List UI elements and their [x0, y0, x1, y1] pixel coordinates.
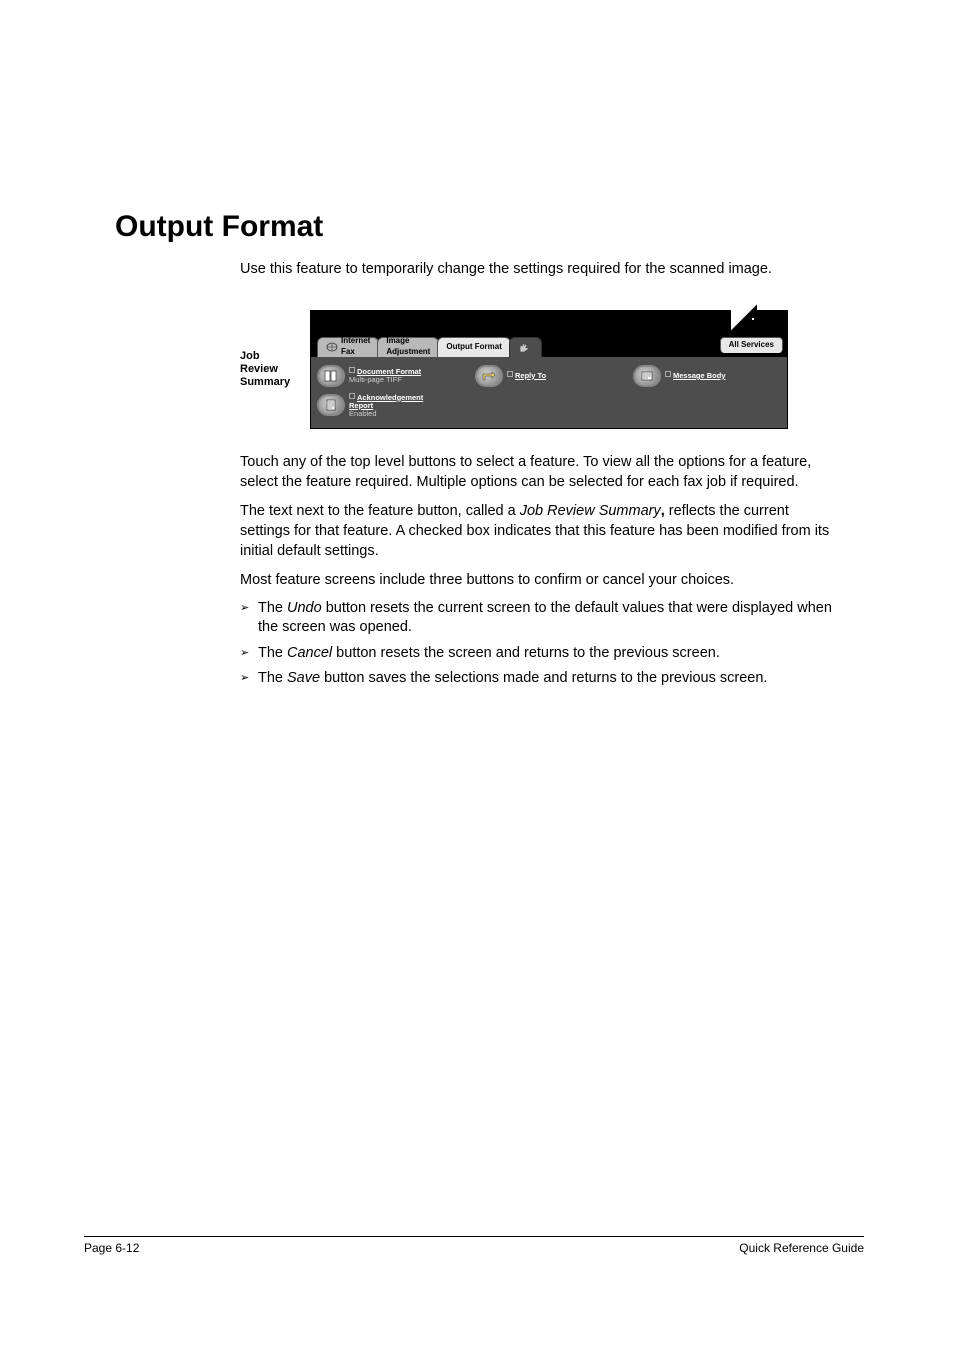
- page-footer: Page 6-12 Quick Reference Guide: [84, 1236, 864, 1255]
- ack-report-icon: [317, 394, 345, 416]
- reply-to-title: Reply To: [515, 371, 546, 380]
- intro-text: Use this feature to temporarily change t…: [240, 260, 835, 280]
- b3-pre: The: [258, 670, 287, 686]
- tab-internet-fax-label: InternetFax: [341, 336, 370, 358]
- bullet-marker-icon: ➢: [240, 644, 258, 664]
- footer-guide-title: Quick Reference Guide: [739, 1241, 864, 1255]
- b2-pre: The: [258, 645, 287, 661]
- tab-output-format-label: Output Format: [446, 342, 502, 353]
- globe-icon: [326, 342, 338, 352]
- bullet-cancel: ➢ The Cancel button resets the screen an…: [240, 644, 835, 664]
- b1-post: button resets the current screen to the …: [258, 600, 832, 636]
- b1-pre: The: [258, 600, 287, 616]
- all-services-button[interactable]: All Services: [720, 337, 783, 353]
- ui-titlebar: [311, 311, 787, 333]
- feature-ack-report[interactable]: Acknowledgement Report Enabled: [317, 393, 467, 419]
- ack-sub: Enabled: [349, 410, 423, 418]
- jrs-callout-label: Job Review Summary: [240, 350, 310, 390]
- page-curl-dot: [751, 317, 755, 321]
- para-jrs: The text next to the feature button, cal…: [240, 502, 835, 561]
- para-jrs-pre: The text next to the feature button, cal…: [240, 503, 520, 519]
- footer-page-number: Page 6-12: [84, 1241, 139, 1255]
- para-jrs-em: Job Review Summary: [520, 503, 661, 519]
- b3-post: button saves the selections made and ret…: [320, 670, 767, 686]
- para-touch: Touch any of the top level buttons to se…: [240, 453, 835, 492]
- checkbox-icon: [349, 393, 355, 399]
- hand-icon: [518, 342, 530, 352]
- para-most: Most feature screens include three butto…: [240, 571, 835, 591]
- message-body-icon: [633, 365, 661, 387]
- checkbox-icon: [349, 367, 355, 373]
- tab-blank[interactable]: [509, 337, 542, 357]
- bullet-save: ➢ The Save button saves the selections m…: [240, 669, 835, 689]
- checkbox-icon: [507, 371, 513, 377]
- all-services-label: All Services: [729, 340, 774, 351]
- jrs-label-line3: Summary: [240, 376, 310, 389]
- tab-internet-fax[interactable]: InternetFax: [317, 337, 379, 357]
- feature-message-body[interactable]: Message Body: [633, 365, 763, 387]
- b1-em: Undo: [287, 600, 322, 616]
- ui-tab-row: InternetFax ImageAdjustment Output Forma…: [311, 333, 787, 357]
- document-format-icon: [317, 365, 345, 387]
- tab-output-format[interactable]: Output Format: [437, 337, 511, 357]
- ui-screenshot-panel: InternetFax ImageAdjustment Output Forma…: [310, 310, 788, 430]
- tab-image-adjustment[interactable]: ImageAdjustment: [377, 337, 439, 357]
- ui-feature-area: Document Format Multi-page TIFF Reply To: [311, 357, 787, 429]
- reply-to-icon: [475, 365, 503, 387]
- feature-document-format[interactable]: Document Format Multi-page TIFF: [317, 365, 447, 387]
- bullet-undo: ➢ The Undo button resets the current scr…: [240, 599, 835, 638]
- jrs-label-line1: Job: [240, 350, 310, 363]
- b2-post: button resets the screen and returns to …: [332, 645, 720, 661]
- checkbox-icon: [665, 371, 671, 377]
- bullet-marker-icon: ➢: [240, 669, 258, 689]
- bullet-list: ➢ The Undo button resets the current scr…: [240, 599, 835, 689]
- b2-em: Cancel: [287, 645, 332, 661]
- feature-reply-to[interactable]: Reply To: [475, 365, 605, 387]
- b3-em: Save: [287, 670, 320, 686]
- tab-image-adjustment-label: ImageAdjustment: [386, 336, 430, 358]
- jrs-label-line2: Review: [240, 363, 310, 376]
- message-body-title: Message Body: [673, 371, 726, 380]
- doc-format-sub: Multi-page TIFF: [349, 376, 421, 384]
- page-title: Output Format: [115, 210, 839, 244]
- bullet-marker-icon: ➢: [240, 599, 258, 638]
- screenshot-row: Job Review Summary InternetFax: [240, 310, 835, 430]
